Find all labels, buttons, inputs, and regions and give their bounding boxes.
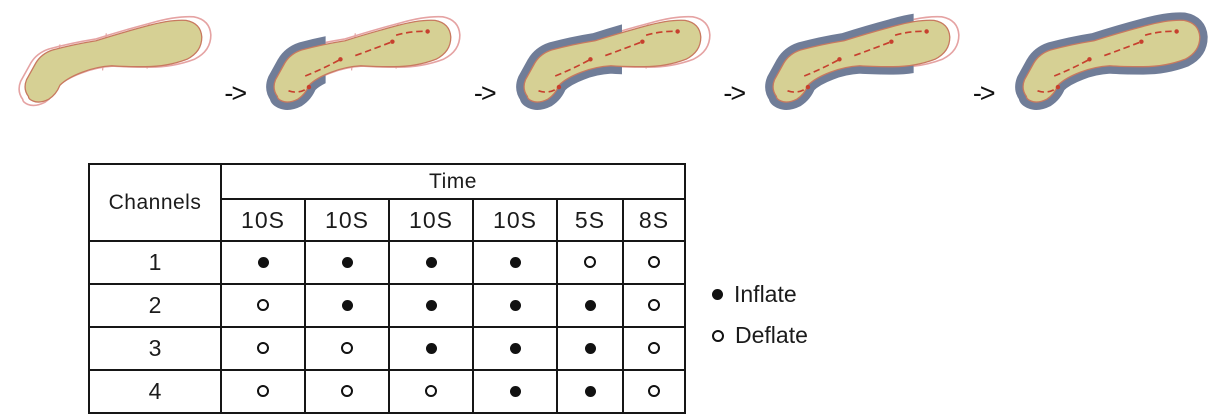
time-column-header: 10S (304, 198, 390, 242)
inflate-dot-cell (304, 283, 390, 328)
inflate-dot-icon (712, 289, 723, 300)
deflate-dot-icon (257, 342, 269, 355)
time-column-header: 10S (388, 198, 474, 242)
inflate-dot-icon (584, 299, 596, 311)
inflate-dot-cell (472, 326, 558, 371)
inflate-dot-cell (556, 326, 624, 371)
inflate-dot-icon (425, 299, 437, 311)
deflate-dot-cell (304, 369, 390, 414)
inflate-dot-cell (556, 283, 624, 328)
channel-number: 4 (88, 369, 222, 414)
deflate-dot-icon (584, 256, 596, 269)
leg-shape (772, 19, 951, 103)
stage-arrow: -> (723, 78, 746, 108)
legend-label: Deflate (735, 322, 808, 348)
time-header: Time (220, 163, 686, 200)
flow-arrows (787, 30, 928, 93)
channel-number: 2 (88, 283, 222, 328)
deflate-dot-icon (341, 385, 353, 398)
deflate-dot-icon (257, 385, 269, 398)
channel-row: 3 (88, 326, 686, 371)
leg-shape (1022, 19, 1201, 103)
legend-item-deflate: Deflate (712, 322, 808, 349)
flow-arrows (1037, 30, 1177, 93)
deflate-dot-cell (622, 240, 686, 285)
stage-arrow: -> (473, 78, 497, 108)
inflate-dot-icon (509, 299, 521, 311)
leg-figure-chambers-1-3-inflated (765, 13, 961, 110)
time-column-header: 10S (472, 198, 558, 242)
inflate-dot-cell (220, 240, 306, 285)
flow-arrows (538, 30, 678, 93)
deflate-dot-icon (712, 329, 724, 342)
inflate-dot-cell (388, 326, 474, 371)
deflate-dot-cell (622, 326, 686, 371)
leg-figure-chambers-1-2-inflated (516, 15, 711, 110)
deflate-dot-cell (388, 369, 474, 414)
deflate-dot-cell (220, 326, 306, 371)
inflate-dot-cell (472, 240, 558, 285)
inflate-dot-icon (584, 385, 596, 397)
leg-figure-chamber-1-inflated (266, 15, 462, 110)
inflate-dot-icon (425, 342, 437, 354)
channel-row: 2 (88, 283, 686, 328)
leg-shape (24, 19, 203, 103)
channel-row: 1 (88, 240, 686, 285)
legend-label: Inflate (734, 281, 797, 307)
inflate-dot-icon (584, 342, 596, 354)
deflate-dot-icon (648, 342, 660, 355)
deflate-dot-icon (648, 299, 660, 312)
inflate-dot-icon (509, 385, 521, 397)
inflate-dot-icon (341, 299, 353, 311)
deflate-dot-icon (257, 299, 269, 312)
stage-arrow: -> (972, 78, 996, 108)
deflate-dot-icon (648, 385, 660, 398)
deflate-dot-cell (556, 240, 624, 285)
inflate-dot-icon (425, 256, 437, 268)
deflate-dot-cell (304, 326, 390, 371)
legend: Inflate Deflate (712, 281, 808, 349)
channel-number: 1 (88, 240, 222, 285)
leg-shape (523, 19, 702, 103)
flow-arrows (288, 30, 429, 93)
deflate-dot-cell (622, 369, 686, 414)
channel-number: 3 (88, 326, 222, 371)
deflate-dot-icon (425, 385, 437, 398)
inflate-dot-icon (341, 256, 353, 268)
deflate-dot-icon (648, 256, 660, 269)
inflate-dot-cell (556, 369, 624, 414)
time-column-header: 8S (622, 198, 686, 242)
inflate-dot-icon (257, 256, 269, 268)
inflate-dot-cell (388, 240, 474, 285)
inflate-dot-cell (472, 369, 558, 414)
inflate-dot-icon (509, 342, 521, 354)
inflate-dot-cell (304, 240, 390, 285)
inflate-dot-icon (509, 256, 521, 268)
inflation-sequence-row: -> -> (8, 4, 1210, 122)
inflate-dot-cell (388, 283, 474, 328)
deflated-sleeve-outline (914, 15, 961, 67)
channels-header: Channels (88, 163, 222, 242)
leg-figure-all-chambers-inflated (1015, 12, 1208, 110)
deflate-dot-cell (622, 283, 686, 328)
legend-item-inflate: Inflate (712, 281, 808, 308)
deflate-dot-icon (341, 342, 353, 355)
stage-arrow: -> (224, 78, 247, 108)
channel-row: 4 (88, 369, 686, 414)
time-column-header: 10S (220, 198, 306, 242)
leg-shape (273, 19, 452, 103)
deflate-dot-cell (220, 369, 306, 414)
deflate-dot-cell (220, 283, 306, 328)
time-column-header: 5S (556, 198, 624, 242)
time-columns-row: 10S 10S 10S 10S 5S 8S (89, 198, 686, 242)
leg-figure-all-chambers-deflated (18, 15, 212, 107)
inflate-dot-cell (472, 283, 558, 328)
